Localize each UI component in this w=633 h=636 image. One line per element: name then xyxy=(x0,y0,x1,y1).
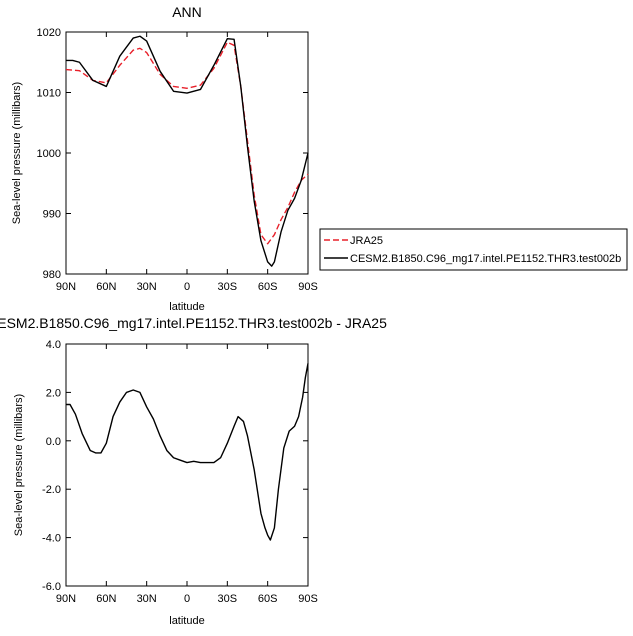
bottom-x-tick-label: 30N xyxy=(137,593,157,605)
panel-bottom: CESM2.B1850.C96_mg17.intel.PE1152.THR3.t… xyxy=(0,315,387,627)
bottom-chart-title: CESM2.B1850.C96_mg17.intel.PE1152.THR3.t… xyxy=(0,315,387,331)
legend-label-cesm2: CESM2.B1850.C96_mg17.intel.PE1152.THR3.t… xyxy=(350,253,621,265)
top-x-tick-label: 90N xyxy=(56,281,76,293)
top-chart-title: ANN xyxy=(172,4,202,20)
top-y-tick-label: 1020 xyxy=(37,27,61,39)
top-x-tick-label: 90S xyxy=(298,281,318,293)
top-x-tick-label: 0 xyxy=(184,281,190,293)
bottom-y-tick-label: -4.0 xyxy=(42,533,61,545)
bottom-y-tick-label: -2.0 xyxy=(42,484,61,496)
bottom-y-tick-label: -6.0 xyxy=(42,581,61,593)
bottom-series-line-0 xyxy=(66,363,309,541)
bottom-x-tick-label: 0 xyxy=(184,593,190,605)
legend: JRA25 CESM2.B1850.C96_mg17.intel.PE1152.… xyxy=(319,228,628,271)
top-series-line-0 xyxy=(65,41,309,245)
top-y-tick-label: 1000 xyxy=(37,148,61,160)
legend-box xyxy=(319,228,628,271)
top-series-lines xyxy=(65,35,309,267)
bottom-axis-ticks: 90N 60N 30N 0 30S 60S 90S -6.0 -4.0 -2.0 0.0 2.0 4.0 xyxy=(42,339,318,605)
top-axis-ticks: 90N 60N 30N 0 30S 60S 90S 980 990 1000 1010 1020 xyxy=(37,27,318,293)
bottom-y-tick-label: 0.0 xyxy=(46,436,61,448)
bottom-y-axis-label: Sea-level pressure (millibars) xyxy=(13,394,25,536)
top-y-tick-label: 990 xyxy=(43,209,61,221)
bottom-y-tick-label: 4.0 xyxy=(46,339,61,351)
top-x-tick-label: 30N xyxy=(137,281,157,293)
bottom-plot-frame xyxy=(65,343,309,587)
bottom-x-tick-label: 90S xyxy=(298,593,318,605)
top-plot-frame xyxy=(65,31,309,275)
bottom-x-tick-label: 90N xyxy=(56,593,76,605)
top-series-line-1 xyxy=(66,35,309,267)
legend-label-jra25: JRA25 xyxy=(350,235,383,247)
bottom-x-tick-label: 60S xyxy=(258,593,278,605)
top-x-tick-label: 60S xyxy=(258,281,278,293)
panel-top: ANN Sea-level pressure (millibars) latit… xyxy=(11,4,318,313)
top-x-axis-label: latitude xyxy=(169,301,204,313)
top-y-axis-label: Sea-level pressure (millibars) xyxy=(11,82,23,224)
bottom-x-tick-label: 60N xyxy=(96,593,116,605)
top-y-tick-label: 1010 xyxy=(37,88,61,100)
top-x-tick-label: 60N xyxy=(96,281,116,293)
bottom-series-lines xyxy=(66,363,309,541)
top-y-tick-label: 980 xyxy=(43,269,61,281)
bottom-y-tick-label: 2.0 xyxy=(46,387,61,399)
bottom-x-axis-label: latitude xyxy=(169,615,204,627)
bottom-x-tick-label: 30S xyxy=(218,593,238,605)
top-x-tick-label: 30S xyxy=(218,281,238,293)
